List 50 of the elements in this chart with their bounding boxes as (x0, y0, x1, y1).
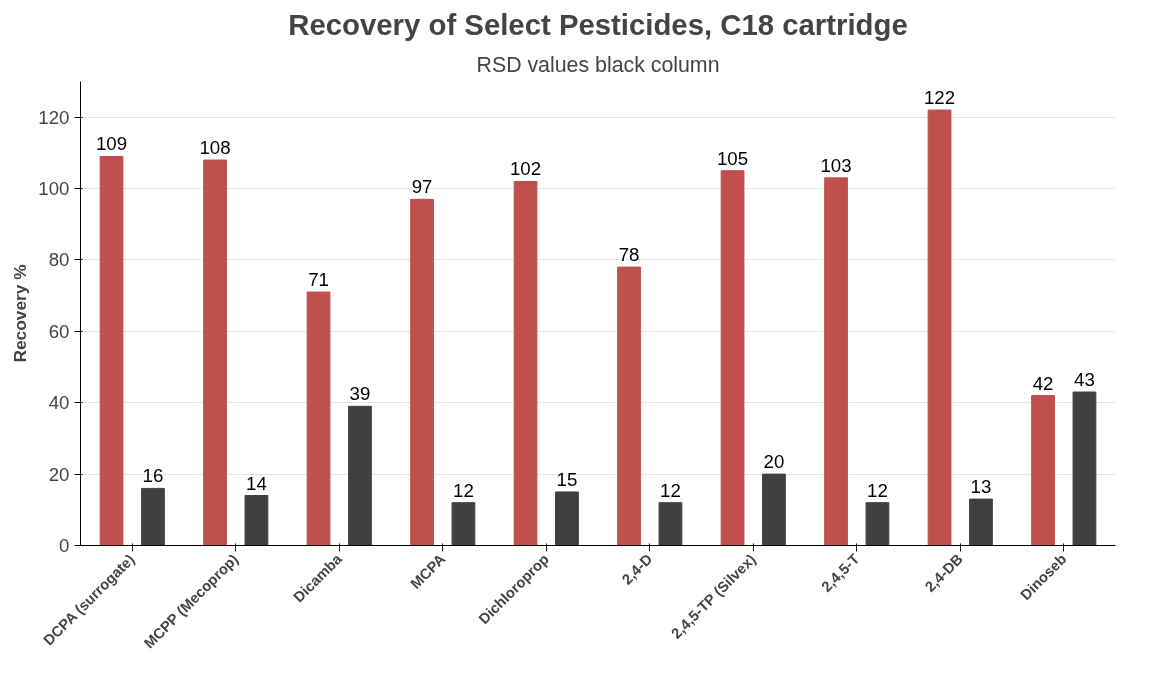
bar (141, 487, 165, 546)
data-label: 105 (716, 147, 749, 169)
data-label: 71 (308, 269, 329, 291)
data-label: 15 (556, 468, 578, 490)
bar (513, 180, 538, 546)
y-tick-label: 0 (59, 535, 70, 556)
bar (927, 109, 952, 546)
data-label: 16 (142, 465, 164, 487)
bar (306, 291, 331, 546)
data-label: 122 (923, 87, 956, 109)
bar (969, 498, 993, 546)
data-label: 103 (820, 154, 852, 176)
data-label: 12 (660, 479, 681, 501)
data-label: 109 (95, 133, 128, 155)
bar (99, 155, 124, 546)
data-label: 102 (509, 158, 542, 180)
data-label: 39 (349, 383, 371, 405)
y-tick-label: 40 (48, 392, 70, 414)
data-label: 43 (1074, 369, 1095, 391)
data-label: 12 (867, 479, 888, 501)
data-label: 12 (453, 479, 474, 501)
data-label: 42 (1032, 372, 1054, 394)
data-label: 78 (618, 244, 640, 266)
data-label: 13 (970, 476, 992, 498)
bar (451, 502, 476, 546)
chart-subtitle: RSD values black column (476, 52, 720, 77)
data-label: 20 (763, 451, 785, 473)
bar (720, 170, 745, 546)
bar (824, 177, 848, 546)
data-label: 108 (199, 137, 231, 159)
y-tick-label: 60 (48, 320, 70, 342)
y-tick-label: 20 (48, 463, 70, 485)
bar (555, 491, 579, 546)
bar (1072, 391, 1097, 546)
data-label: 14 (246, 472, 267, 494)
bar (244, 495, 269, 546)
bar (1031, 395, 1055, 546)
y-tick-label: 120 (38, 106, 70, 128)
data-label: 97 (411, 176, 433, 198)
bar (617, 266, 641, 546)
y-tick-label: 80 (48, 249, 70, 271)
chart-title: Recovery of Select Pesticides, C18 cartridge (288, 7, 908, 41)
bar (348, 405, 372, 546)
bar (203, 159, 227, 546)
bar (658, 502, 683, 546)
bar (865, 502, 890, 546)
y-axis-title: Recovery % (10, 264, 31, 363)
bar (410, 198, 434, 546)
y-tick-label: 100 (38, 178, 70, 200)
bar (762, 473, 786, 546)
